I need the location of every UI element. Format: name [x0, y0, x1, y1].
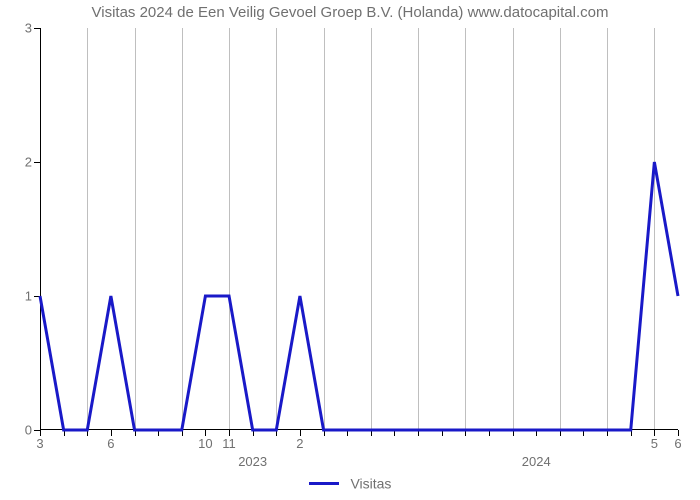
x-group-label: 2023: [238, 430, 267, 469]
chart-title: Visitas 2024 de Een Veilig Gevoel Groep …: [0, 4, 700, 21]
x-tick-label: 10: [198, 430, 212, 451]
x-tick-label: 6: [107, 430, 114, 451]
x-tick-label: 5: [651, 430, 658, 451]
legend-label: Visitas: [350, 475, 391, 491]
line-series: [40, 28, 678, 430]
x-tick-label: 2: [296, 430, 303, 451]
chart-legend: Visitas: [0, 474, 700, 491]
y-tick-label: 2: [25, 155, 40, 170]
visits-chart: Visitas 2024 de Een Veilig Gevoel Groep …: [0, 0, 700, 500]
legend-swatch-icon: [309, 482, 339, 485]
x-tick-label: 3: [36, 430, 43, 451]
x-tick-label: 11: [222, 430, 236, 451]
x-tick-label: 6: [674, 430, 681, 451]
y-tick-label: 3: [25, 21, 40, 36]
plot-area: 012336101125620232024: [40, 28, 678, 430]
x-group-label: 2024: [522, 430, 551, 469]
y-tick-label: 1: [25, 289, 40, 304]
